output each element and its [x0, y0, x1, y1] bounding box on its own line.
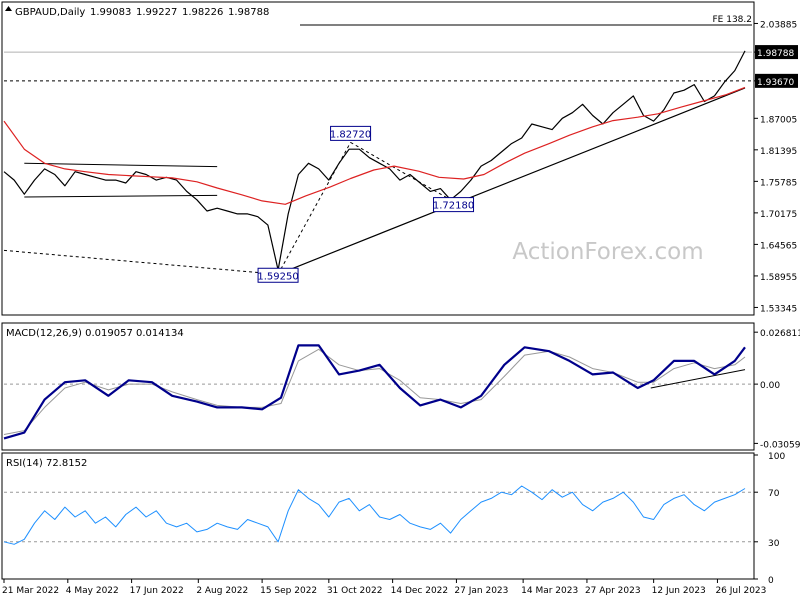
annotation-box [330, 125, 372, 141]
price-series [3, 50, 746, 271]
series-line-rsi [3, 485, 746, 545]
price-y-axis: 2.03885 1.98788 1.93670 1.87005 1.81395 1.757… [754, 20, 798, 314]
x-tick-label: 17 Jun 2022 [130, 586, 184, 596]
macd-series [3, 344, 746, 440]
annotation-box [257, 267, 299, 283]
long-trendline [277, 87, 746, 275]
macd-panel [1, 322, 755, 451]
x-tick-label: 21 Mar 2022 [2, 586, 59, 596]
macd-reference-lines [4, 369, 752, 389]
y-tick-label: 100 [768, 452, 785, 462]
y-tick-label: 0.026811 [760, 329, 800, 339]
current-price-label: 1.98788 [757, 49, 794, 59]
price-reference-lines: FE 138.2 [3, 15, 753, 275]
watermark: ActionForex.com [512, 239, 703, 265]
macd-y-axis: 0.026811 0.00 -0.030592 [754, 329, 800, 450]
annotation-label: 1.59250 [257, 271, 298, 282]
price-open: 1.99083 [90, 7, 131, 18]
rsi-reference-lines [4, 491, 752, 543]
x-tick-label: 2 Aug 2022 [196, 586, 248, 596]
x-tick-label: 26 Jul 2023 [715, 586, 766, 596]
fib-dashed-line-1 [277, 142, 352, 275]
y-tick-label: 1.81395 [760, 147, 797, 157]
y-tick-label: 1.64565 [760, 241, 797, 251]
rsi-y-axis: 100 70 30 0 [754, 452, 785, 586]
x-tick-label: 12 Jun 2023 [652, 586, 706, 596]
current-price-label-box [755, 45, 798, 60]
price-low: 1.98226 [182, 7, 223, 18]
price-annotations: 1.82720 1.72180 1.59250 [257, 125, 475, 283]
x-tick-label: 4 May 2022 [66, 586, 119, 596]
series-line-ma [3, 86, 746, 205]
y-tick-label: 0.00 [760, 381, 780, 391]
y-tick-label: 1.58955 [760, 273, 797, 283]
annotation-box [433, 197, 475, 213]
macd-trendline [650, 369, 746, 389]
lower-dashed-trendline [3, 249, 279, 275]
y-tick-label: 0 [768, 576, 774, 586]
fe-label: FE 138.2 [713, 15, 753, 25]
level-label: 1.93670 [757, 78, 794, 88]
rsi-panel [1, 452, 755, 580]
x-tick-label: 27 Apr 2023 [585, 586, 641, 596]
annotation-label: 1.72180 [433, 201, 474, 212]
annotation-label: 1.82720 [330, 129, 371, 140]
x-tick-label: 15 Sep 2022 [260, 586, 317, 596]
x-tick-label: 31 Oct 2022 [327, 586, 383, 596]
x-tick-label: 14 Dec 2022 [391, 586, 449, 596]
caret-icon [5, 6, 12, 11]
macd-panel-title: MACD(12,26,9) 0.019057 0.014134 [6, 328, 184, 339]
channel-bottom-line [24, 194, 218, 198]
y-tick-label: 1.75785 [760, 178, 797, 188]
series-line-macd [3, 344, 746, 440]
price-panel-title: GBPAUD,Daily [15, 7, 85, 18]
price-panel [1, 1, 755, 316]
x-tick-label: 14 Mar 2023 [521, 586, 578, 596]
price-close: 1.98788 [228, 7, 269, 18]
y-tick-label: 30 [768, 539, 780, 549]
y-tick-label: 1.87005 [760, 115, 797, 125]
y-tick-label: 2.03885 [760, 20, 797, 30]
series-line-signal [3, 348, 746, 435]
rsi-series [3, 485, 746, 545]
y-tick-label: 70 [768, 489, 780, 499]
fib-dashed-line-2 [350, 141, 454, 203]
channel-top-line [24, 162, 218, 168]
price-high: 1.99227 [136, 7, 177, 18]
x-tick-label: 27 Jan 2023 [454, 586, 508, 596]
y-tick-label: -0.030592 [760, 440, 800, 450]
y-tick-label: 1.53345 [760, 304, 797, 314]
level-label-box [755, 73, 798, 88]
series-line-gbpaud [3, 50, 746, 271]
x-axis: 21 Mar 2022 4 May 2022 17 Jun 2022 2 Aug 20… [2, 579, 766, 596]
price-header: GBPAUD,Daily 1.99083 1.99227 1.98226 1.9… [5, 6, 269, 18]
y-tick-label: 1.70175 [760, 210, 797, 220]
rsi-panel-title: RSI(14) 72.8152 [6, 458, 87, 469]
